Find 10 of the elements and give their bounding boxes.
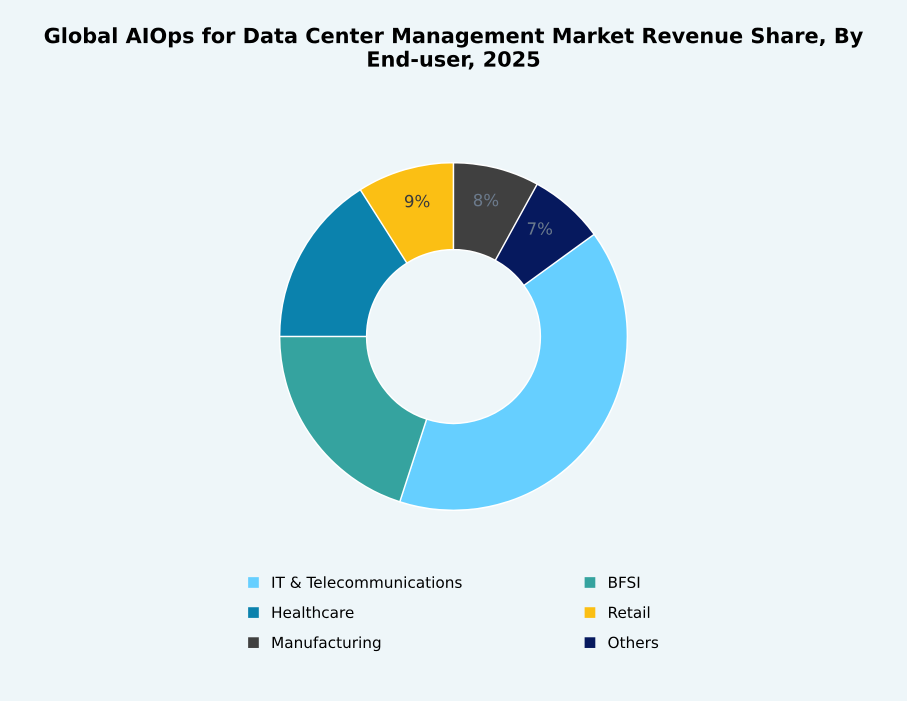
legend-label: BFSI bbox=[609, 576, 640, 588]
data-label: 9% bbox=[404, 194, 430, 208]
legend-label: Others bbox=[608, 636, 658, 648]
data-label: 8% bbox=[474, 194, 498, 206]
legend-label: Retail bbox=[609, 606, 650, 618]
chart-title: Global AIOps for Data Center Management Market Revenue Share, By End-user, 2025 bbox=[44, 27, 863, 70]
legend-label: Healthcare bbox=[272, 606, 354, 618]
data-label: 7% bbox=[528, 222, 552, 235]
legend-label: IT & Telecommunications bbox=[272, 576, 462, 588]
legend-label: Manufacturing bbox=[272, 636, 380, 652]
